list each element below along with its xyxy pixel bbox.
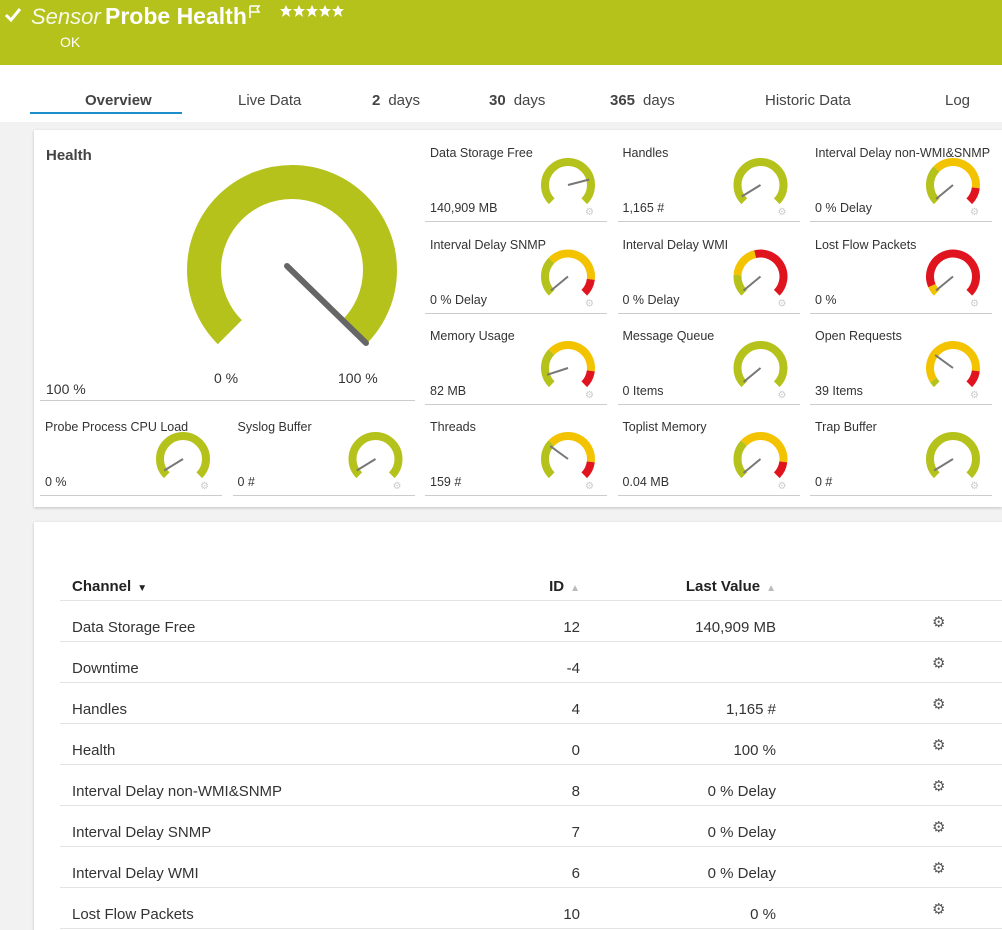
last-value: 0 % [750,906,776,923]
gauge-name: Open Requests [815,329,902,343]
row-rule [60,682,1002,683]
settings-icon[interactable]: ⚙ [932,818,945,836]
gauge-name: Threads [430,420,476,434]
gauge-value: 0 Items [623,384,664,398]
gauge-value: 0.04 MB [623,475,670,489]
gauge-name: Interval Delay non-WMI&SNMP [815,146,990,160]
channel-name: Lost Flow Packets [72,906,194,923]
row-rule [60,887,1002,888]
channel-id: 8 [572,783,580,800]
channel-name: Interval Delay SNMP [72,824,211,841]
health-needle [287,266,366,343]
column-header[interactable]: Last Value ▲ [686,578,776,595]
settings-icon[interactable]: ⚙ [932,654,945,672]
gauge-value: 0 # [815,475,832,489]
channel-id: 10 [563,906,580,923]
row-rule [60,846,1002,847]
gauge-value: 82 MB [430,384,466,398]
health-gauge-arc [204,182,380,332]
gauge-value: 0 % [815,293,837,307]
channel-name: Downtime [72,660,139,677]
last-value: 100 % [733,742,776,759]
channel-id: -4 [567,660,580,677]
channel-name: Data Storage Free [72,619,195,636]
gauge-name: Probe Process CPU Load [45,420,188,434]
settings-icon[interactable]: ⚙ [932,736,945,754]
last-value: 0 % Delay [708,865,776,882]
gauge-value: 1,165 # [623,201,665,215]
gauge-name: Trap Buffer [815,420,877,434]
last-value: 1,165 # [726,701,776,718]
gauge-name: Syslog Buffer [238,420,312,434]
gauge-name: Message Queue [623,329,715,343]
column-title: ID [549,578,564,595]
gauge-name: Toplist Memory [623,420,707,434]
sort-icon: ▼ [137,583,147,594]
gauge-name: Interval Delay SNMP [430,238,546,252]
gauge-name: Lost Flow Packets [815,238,916,252]
row-rule [60,641,1002,642]
row-rule [60,723,1002,724]
row-rule [60,928,1002,929]
gauge-value: 0 % Delay [815,201,872,215]
gauge-value: 0 % [45,475,67,489]
settings-icon[interactable]: ⚙ [932,859,945,877]
settings-icon[interactable]: ⚙ [932,695,945,713]
channel-id: 7 [572,824,580,841]
channel-id: 0 [572,742,580,759]
gauge-name: Handles [623,146,669,160]
column-header[interactable]: ID ▲ [549,578,580,595]
gauge-value: 140,909 MB [430,201,497,215]
channel-id: 6 [572,865,580,882]
row-rule [60,805,1002,806]
channel-name: Interval Delay WMI [72,865,199,882]
gauge-value: 0 % Delay [623,293,680,307]
sort-icon: ▲ [570,583,580,594]
gauge-value: 159 # [430,475,461,489]
settings-icon[interactable]: ⚙ [932,777,945,795]
channel-id: 4 [572,701,580,718]
column-title: Channel [72,578,131,595]
last-value: 0 % Delay [708,783,776,800]
settings-icon[interactable]: ⚙ [932,613,945,631]
gauge-value: 39 Items [815,384,863,398]
gauge-name: Memory Usage [430,329,515,343]
header-rule [60,600,1002,601]
row-rule [60,764,1002,765]
gauge-value: 0 # [238,475,255,489]
gauge-name: Data Storage Free [430,146,533,160]
gauge-name: Interval Delay WMI [623,238,729,252]
column-header[interactable]: Channel ▼ [72,578,147,595]
last-value: 140,909 MB [695,619,776,636]
settings-icon[interactable]: ⚙ [932,900,945,918]
column-title: Last Value [686,578,760,595]
last-value: 0 % Delay [708,824,776,841]
channel-name: Interval Delay non-WMI&SNMP [72,783,282,800]
gauge-value: 0 % Delay [430,293,487,307]
sort-icon: ▲ [766,583,776,594]
channel-id: 12 [563,619,580,636]
channel-name: Health [72,742,115,759]
channel-name: Handles [72,701,127,718]
